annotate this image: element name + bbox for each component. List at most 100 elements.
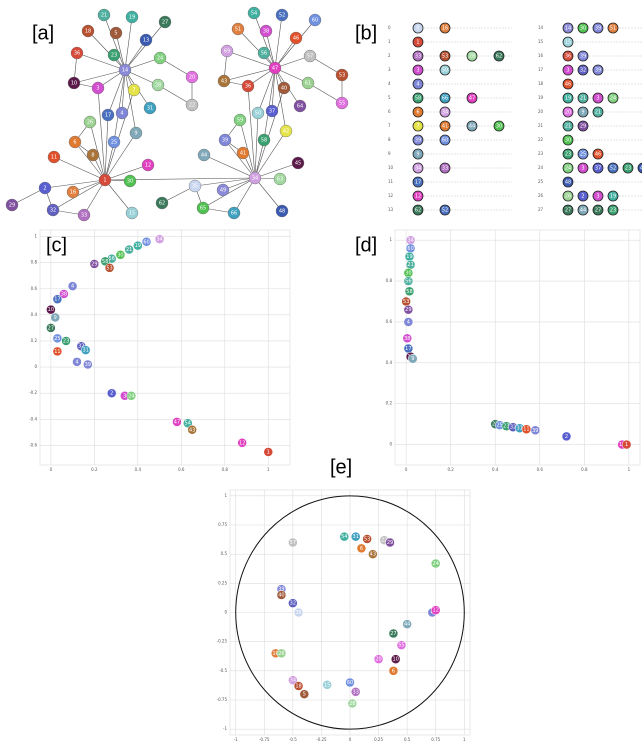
edge bbox=[254, 177, 283, 212]
item-label: 23 bbox=[610, 208, 616, 214]
edge bbox=[121, 69, 126, 114]
item-label: 1 bbox=[416, 40, 419, 46]
point-label: 12 bbox=[239, 440, 245, 446]
point-label: 35 bbox=[295, 610, 301, 616]
point-label: 17 bbox=[54, 297, 60, 303]
item-node bbox=[577, 92, 589, 104]
point bbox=[263, 447, 274, 457]
item-label: 25 bbox=[580, 152, 586, 158]
item-node bbox=[493, 120, 505, 132]
point-label: 1 bbox=[625, 442, 628, 448]
point bbox=[288, 598, 298, 608]
node bbox=[257, 46, 271, 60]
item-label: 23 bbox=[565, 152, 571, 158]
node-label: 33 bbox=[81, 213, 87, 219]
item-label: 30 bbox=[580, 26, 586, 32]
node-label: 60 bbox=[312, 18, 318, 24]
point bbox=[83, 359, 93, 370]
node bbox=[216, 183, 230, 197]
point-label: 6 bbox=[392, 668, 395, 674]
point-label: 1 bbox=[267, 449, 270, 455]
item-label: 53 bbox=[442, 54, 448, 60]
point-label: 57 bbox=[290, 540, 296, 546]
row-index: 23 bbox=[538, 151, 544, 156]
row-index: 1 bbox=[388, 39, 391, 44]
item-node bbox=[577, 190, 589, 202]
point bbox=[126, 391, 137, 401]
item-node bbox=[562, 36, 574, 48]
item-label: 3 bbox=[416, 68, 419, 74]
node-label: 27 bbox=[162, 20, 168, 26]
node-label: 16 bbox=[70, 190, 76, 196]
row-index: 20 bbox=[538, 109, 544, 114]
point bbox=[276, 590, 287, 600]
point bbox=[52, 294, 63, 304]
point bbox=[46, 304, 56, 315]
point-label: 11 bbox=[54, 349, 60, 355]
edge bbox=[44, 179, 106, 189]
point bbox=[402, 333, 412, 344]
node bbox=[308, 13, 322, 27]
node bbox=[247, 6, 261, 20]
point-label: 4 bbox=[71, 284, 74, 290]
point bbox=[403, 317, 414, 327]
point-label: 30 bbox=[117, 252, 123, 258]
node-label: 29 bbox=[9, 203, 15, 209]
point-label: 39 bbox=[278, 587, 284, 593]
y-tick-label: -0.25 bbox=[217, 639, 228, 644]
node-label: 12 bbox=[145, 163, 151, 169]
node-label: 39 bbox=[222, 138, 228, 144]
point-label: 6 bbox=[360, 546, 363, 552]
item-label: 12 bbox=[415, 194, 421, 200]
item-label: 17 bbox=[415, 180, 421, 186]
plot-area bbox=[39, 229, 291, 466]
item-label: 41 bbox=[442, 124, 448, 130]
item-label: 30 bbox=[565, 138, 571, 144]
node bbox=[143, 101, 157, 115]
node-label: 36 bbox=[245, 84, 251, 90]
node bbox=[301, 76, 315, 90]
node bbox=[155, 196, 169, 210]
node-label: 11 bbox=[51, 155, 57, 161]
edge bbox=[76, 52, 126, 71]
point bbox=[133, 240, 143, 251]
panel-label: [c] bbox=[46, 234, 67, 256]
node bbox=[188, 179, 202, 193]
point bbox=[141, 237, 152, 247]
x-tick-label: 0.4 bbox=[492, 467, 499, 472]
point-label: 27 bbox=[390, 631, 396, 637]
point bbox=[430, 605, 441, 615]
item-label: 66 bbox=[442, 96, 448, 102]
item-label: 9 bbox=[416, 152, 419, 158]
node-label: 6 bbox=[73, 140, 76, 146]
node bbox=[248, 171, 262, 185]
node bbox=[291, 156, 305, 170]
y-tick-label: 0.25 bbox=[218, 580, 227, 585]
point-label: 34 bbox=[407, 238, 413, 244]
node-label: 24 bbox=[157, 56, 163, 62]
edge bbox=[253, 12, 276, 69]
point bbox=[390, 654, 401, 664]
point bbox=[362, 534, 372, 544]
point-label: 44 bbox=[404, 622, 410, 628]
point bbox=[124, 244, 134, 255]
node-label: 57 bbox=[307, 54, 313, 60]
node-label: 28 bbox=[155, 83, 161, 89]
node-label: 18 bbox=[85, 29, 91, 35]
y-tick-label: -1 bbox=[223, 726, 227, 731]
point-label: 30 bbox=[405, 270, 411, 276]
item-label: 47 bbox=[469, 96, 475, 102]
row-index: 24 bbox=[538, 165, 544, 170]
node bbox=[115, 106, 129, 120]
x-tick-label: 0.8 bbox=[581, 467, 588, 472]
row-index: 21 bbox=[538, 123, 544, 128]
edge bbox=[52, 179, 106, 211]
edge bbox=[115, 32, 126, 71]
node-label: 7 bbox=[132, 88, 135, 94]
item-label: 44 bbox=[469, 124, 475, 130]
item-label: 52 bbox=[610, 166, 616, 172]
node bbox=[139, 33, 153, 47]
item-label: 39 bbox=[595, 26, 601, 32]
item-node bbox=[562, 50, 574, 62]
item-label: 21 bbox=[580, 96, 586, 102]
